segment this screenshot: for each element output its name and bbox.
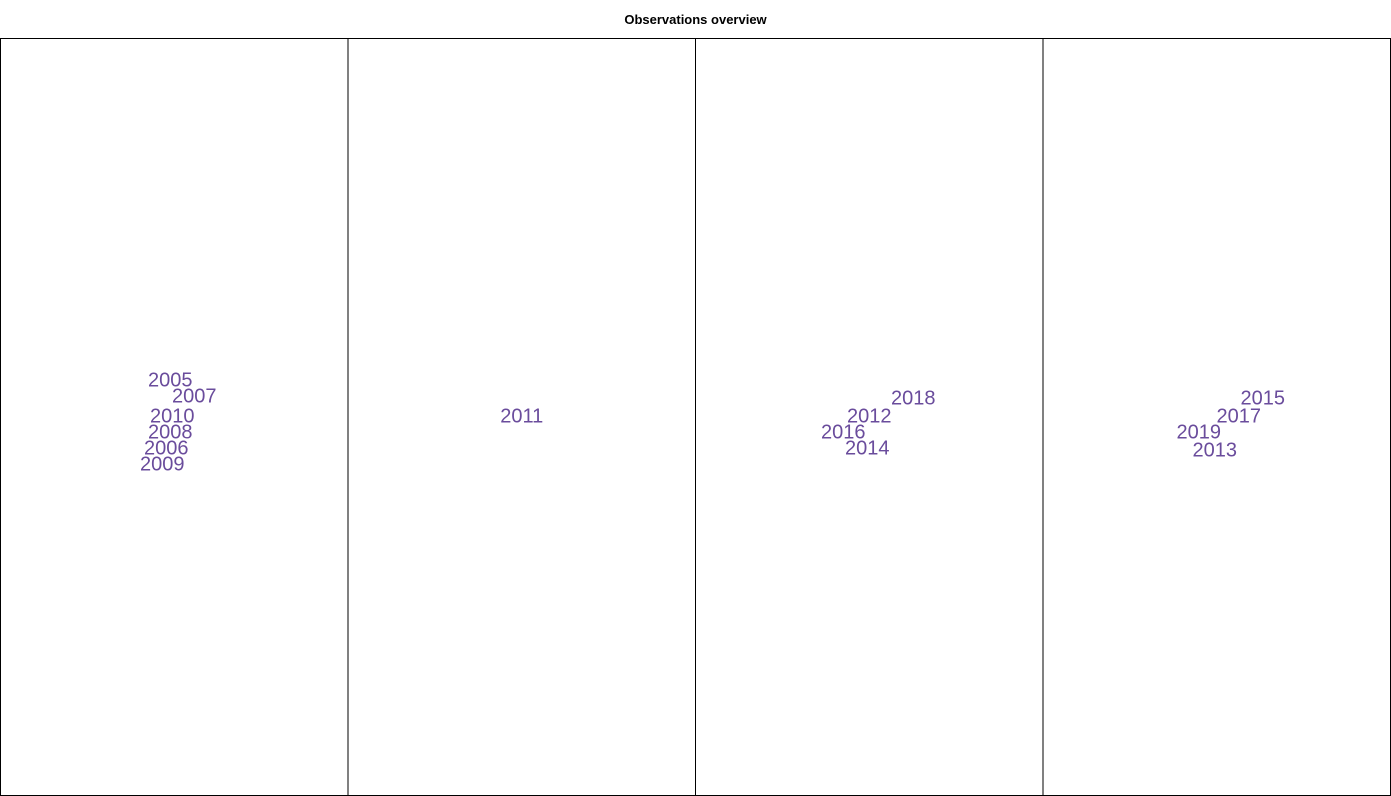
year-label-2016: 2016 <box>821 421 866 443</box>
panel-2: 2011 <box>347 38 696 796</box>
year-label-2008: 2008 <box>148 421 193 443</box>
year-label-2014: 2014 <box>845 437 890 459</box>
chart-title: Observations overview <box>624 12 767 27</box>
year-label-2019: 2019 <box>1177 421 1222 443</box>
year-label-2010: 2010 <box>150 405 195 427</box>
year-label-2013: 2013 <box>1193 439 1238 461</box>
year-label-2018: 2018 <box>891 387 936 409</box>
year-label-2006: 2006 <box>144 437 189 459</box>
year-label-2009: 2009 <box>140 453 185 475</box>
year-label-2012: 2012 <box>847 405 892 427</box>
year-label-2011: 2011 <box>500 405 543 427</box>
year-label-2017: 2017 <box>1217 405 1262 427</box>
year-label-2007: 2007 <box>172 385 217 407</box>
year-label-2015: 2015 <box>1241 387 1286 409</box>
year-label-2005: 2005 <box>148 369 193 391</box>
